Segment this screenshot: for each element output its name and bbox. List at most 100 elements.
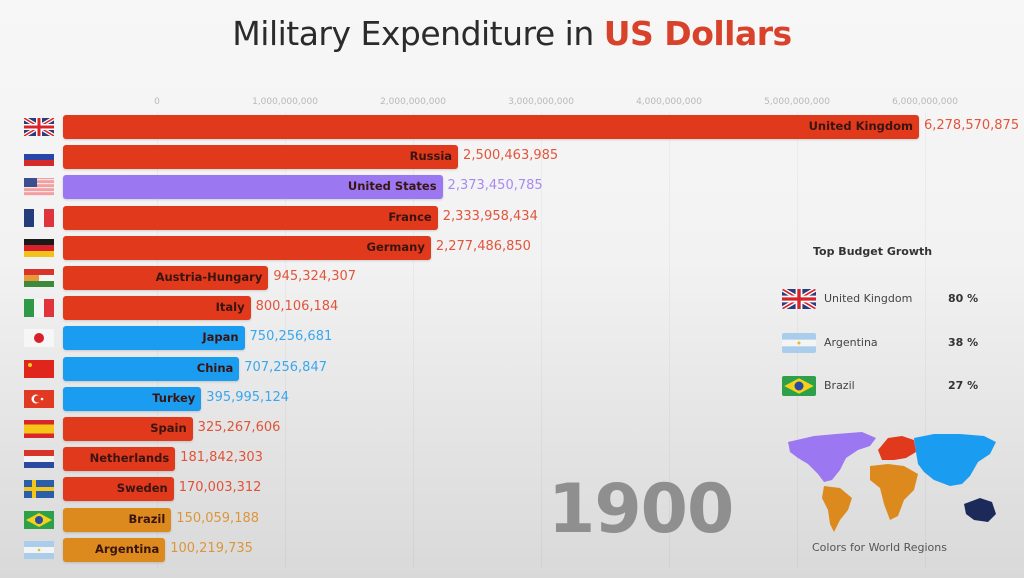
bar: Austria-Hungary	[63, 266, 269, 290]
japan-flag-icon	[24, 329, 54, 348]
bar: France	[63, 205, 438, 230]
bar-row: Argentina 100,219,735	[0, 537, 1024, 563]
bar-value-label: 945,324,307	[273, 269, 357, 284]
north-america-region	[788, 432, 876, 482]
x-tick-label: 2,000,000,000	[380, 97, 446, 107]
bar-category-label: United Kingdom	[808, 119, 913, 133]
growth-percent: 38 %	[948, 335, 979, 349]
growth-percent: 80 %	[948, 292, 979, 305]
bar-category-label: Austria-Hungary	[155, 270, 263, 284]
uk-flag-icon	[782, 289, 816, 309]
x-tick-label: 5,000,000,000	[764, 97, 830, 107]
bar: United States	[63, 175, 443, 200]
bar: Brazil	[63, 507, 172, 532]
bar-row: China 707,256,847	[0, 356, 1024, 382]
bar-value-label: 150,059,188	[176, 510, 260, 526]
france-flag-icon	[24, 208, 54, 227]
bar-value-label: 100,219,735	[170, 540, 253, 556]
oceania-region	[964, 498, 996, 522]
bar-category-label: France	[388, 209, 432, 224]
bar-category-label: Argentina	[95, 541, 160, 556]
bar: United Kingdom	[63, 115, 919, 139]
europe-region	[878, 436, 916, 460]
title-accent: US Dollars	[603, 14, 792, 53]
bar-value-label: 395,995,124	[206, 389, 290, 405]
bar: Sweden	[63, 477, 174, 502]
bar-category-label: Spain	[150, 421, 187, 435]
bar-value-label: 170,003,312	[178, 480, 262, 496]
bar-value-label: 2,277,486,850	[435, 238, 531, 254]
bar-category-label: Netherlands	[89, 451, 170, 466]
bar-row: United States 2,373,450,785	[0, 174, 1024, 200]
bar-row: Spain 325,267,606	[0, 416, 1024, 442]
turkey-flag-icon	[24, 389, 54, 408]
bar: Spain	[63, 417, 193, 441]
usa-flag-icon	[24, 178, 54, 197]
italy-flag-icon	[24, 299, 54, 318]
x-tick-label: 1,000,000,000	[252, 97, 318, 107]
bar-row: Netherlands 181,842,303	[0, 446, 1024, 472]
bar-category-label: Germany	[366, 239, 425, 254]
x-tick-label: 0	[154, 97, 160, 107]
bar-row: Japan 750,256,681	[0, 325, 1024, 351]
bar-category-label: Sweden	[116, 481, 168, 496]
title-main: Military Expenditure in	[232, 14, 604, 53]
map-caption: Colors for World Regions	[812, 541, 947, 554]
bar-value-label: 800,106,184	[255, 299, 339, 315]
spain-flag-icon	[24, 420, 54, 438]
x-axis: 0 1,000,000,000 2,000,000,000 3,000,000,000…	[0, 97, 1024, 111]
bar-value-label: 2,500,463,985	[463, 148, 559, 164]
x-tick-label: 6,000,000,000	[892, 97, 958, 107]
top-budget-growth-title: Top Budget Growth	[813, 245, 933, 258]
bar-category-label: United States	[347, 179, 437, 194]
bar: Germany	[63, 235, 431, 260]
bar-row: France 2,333,958,434	[0, 205, 1024, 231]
bar-category-label: China	[196, 360, 234, 375]
growth-country: Argentina	[824, 335, 878, 349]
bar: China	[63, 356, 240, 381]
argentina-flag-icon	[782, 332, 816, 353]
growth-percent: 27 %	[948, 379, 979, 392]
bar-category-label: Turkey	[152, 390, 196, 405]
brazil-flag-icon	[24, 510, 54, 529]
bar-value-label: 6,278,570,875	[923, 118, 1020, 133]
bar-value-label: 2,373,450,785	[447, 178, 543, 194]
bar-row: Italy 800,106,184	[0, 295, 1024, 321]
netherlands-flag-icon	[24, 450, 54, 469]
bar-row: Brazil 150,059,188	[0, 507, 1024, 533]
bar: Japan	[63, 326, 245, 351]
growth-item: Argentina 38 %	[782, 332, 1002, 355]
bar-value-label: 750,256,681	[249, 329, 333, 345]
bar: Turkey	[63, 386, 202, 411]
bar-category-label: Brazil	[128, 511, 166, 526]
bar-value-label: 707,256,847	[244, 359, 327, 375]
argentina-flag-icon	[24, 540, 54, 559]
x-tick-label: 4,000,000,000	[636, 97, 702, 107]
bar-value-label: 2,333,958,434	[442, 208, 538, 224]
uk-flag-icon	[24, 118, 54, 136]
world-map-icon	[788, 432, 996, 532]
austria-hungary-flag-icon	[24, 269, 54, 287]
bar: Italy	[63, 296, 251, 321]
growth-country: Brazil	[824, 379, 855, 392]
bar-category-label: Italy	[215, 300, 245, 315]
bar-value-label: 325,267,606	[197, 420, 281, 435]
bar-row: Sweden 170,003,312	[0, 476, 1024, 502]
africa-region	[870, 464, 918, 520]
growth-item: United Kingdom 80 %	[782, 289, 1002, 311]
bar-row: Russia 2,500,463,985	[0, 144, 1024, 170]
x-tick-label: 3,000,000,000	[508, 97, 574, 107]
bar-row: Germany 2,277,486,850	[0, 235, 1024, 261]
bar-row: Turkey 395,995,124	[0, 386, 1024, 412]
china-flag-icon	[24, 359, 54, 378]
sweden-flag-icon	[24, 480, 54, 499]
bar-row: United Kingdom 6,278,570,875	[0, 114, 1024, 140]
bar-row: Austria-Hungary 945,324,307	[0, 265, 1024, 291]
russia-flag-icon	[24, 148, 54, 167]
growth-country: United Kingdom	[824, 292, 913, 305]
growth-item: Brazil 27 %	[782, 376, 1002, 398]
year-label: 1900	[548, 470, 734, 549]
bar: Argentina	[63, 537, 166, 562]
bar: Netherlands	[63, 447, 176, 472]
bar: Russia	[63, 145, 459, 170]
